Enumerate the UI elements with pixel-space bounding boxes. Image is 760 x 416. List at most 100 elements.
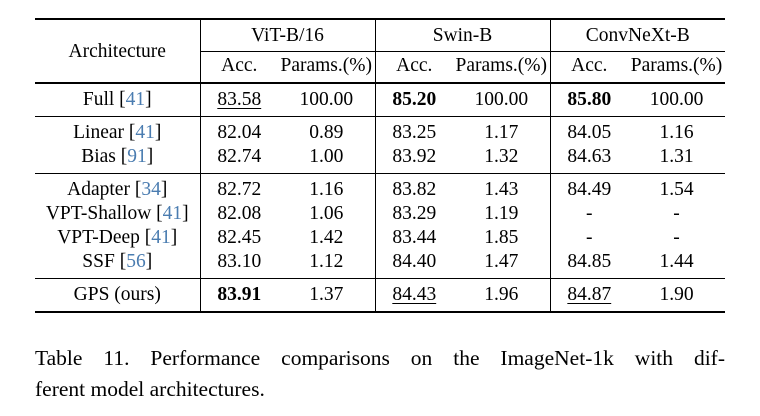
value-cell: 84.87 <box>549 278 629 312</box>
value-cell: 83.91 <box>199 278 278 312</box>
value-cell: - <box>628 202 725 226</box>
value-text: 83.44 <box>392 227 437 248</box>
value-cell: 1.12 <box>278 250 375 279</box>
method-cell: Full [41] <box>35 82 200 117</box>
value-cell: 84.40 <box>374 250 453 279</box>
citation-link[interactable]: 41 <box>162 203 183 224</box>
value-text: 83.92 <box>392 146 437 167</box>
value-cell: 100.00 <box>628 82 726 117</box>
value-text: 1.16 <box>659 122 694 143</box>
value-cell: 84.63 <box>549 145 629 174</box>
table-caption: Table 11. Performance comparisons on the… <box>35 343 725 405</box>
value-cell: - <box>549 202 629 226</box>
citation-link[interactable]: 41 <box>135 122 155 143</box>
method-label: Bias [ <box>81 146 128 167</box>
value-text: 83.58 <box>217 89 262 110</box>
value-cell: 85.80 <box>549 82 629 117</box>
value-text: 1.19 <box>484 203 519 224</box>
value-cell: 100.00 <box>453 82 551 117</box>
value-text: - <box>673 227 680 248</box>
value-cell: 1.16 <box>628 116 726 145</box>
value-text: 84.40 <box>392 251 437 272</box>
params-column-header: Params.(%) <box>630 55 723 76</box>
value-text: 1.06 <box>309 203 344 224</box>
value-cell: 1.47 <box>453 250 550 279</box>
value-text: 82.04 <box>217 122 262 143</box>
value-cell: 1.06 <box>278 202 375 226</box>
value-text: 1.12 <box>309 251 344 272</box>
value-text: 85.80 <box>567 89 612 110</box>
value-cell: 83.10 <box>199 250 278 279</box>
citation-link[interactable]: 41 <box>151 227 171 248</box>
value-text: 1.32 <box>484 146 519 167</box>
value-cell: 1.19 <box>453 202 550 226</box>
citation-link[interactable]: 41 <box>125 89 146 110</box>
value-cell: 82.72 <box>199 173 278 202</box>
value-cell: 83.44 <box>374 226 453 250</box>
value-text: 85.20 <box>392 89 437 110</box>
table-row: GPS (ours) 83.91 1.37 84.43 1.96 84.87 1.90 <box>35 278 726 312</box>
value-text: 1.00 <box>309 146 344 167</box>
value-text: 82.45 <box>217 227 262 248</box>
value-text: 0.89 <box>309 122 344 143</box>
citation-link[interactable]: 34 <box>141 179 161 200</box>
value-text: 1.85 <box>484 227 519 248</box>
value-cell: 84.85 <box>549 250 629 279</box>
value-text: - <box>673 203 680 224</box>
value-cell: 82.04 <box>199 116 278 145</box>
citation-bracket: ] <box>145 89 152 110</box>
table-row: Bias [91] 82.74 1.00 83.92 1.32 84.63 1.31 <box>35 145 725 174</box>
value-cell: 1.37 <box>278 278 375 312</box>
table-row: Full [41] 83.58 100.00 85.20 100.00 85.80 100.… <box>35 82 726 117</box>
method-label: SSF [ <box>82 251 127 272</box>
value-text: 100.00 <box>299 89 354 110</box>
citation-bracket: ] <box>145 251 153 272</box>
value-text: 83.82 <box>392 179 437 200</box>
value-text: 84.63 <box>567 146 612 167</box>
method-label: Full [ <box>82 89 126 110</box>
method-label: Adapter [ <box>67 179 142 200</box>
citation-link[interactable]: 91 <box>127 146 147 167</box>
value-text: 100.00 <box>474 89 529 110</box>
value-text: 1.96 <box>484 284 519 305</box>
caption-line: Table 11. Performance comparisons on the… <box>35 346 725 370</box>
value-text: 83.25 <box>392 122 437 143</box>
value-cell: 83.92 <box>374 145 453 174</box>
value-text: 82.08 <box>217 203 262 224</box>
caption-line: ferent model architectures. <box>35 377 265 401</box>
params-column-header: Params.(%) <box>280 55 372 76</box>
value-cell: 83.29 <box>374 202 453 226</box>
method-cell: Linear [41] <box>35 116 200 145</box>
value-cell: 1.00 <box>278 145 375 174</box>
value-cell: 1.17 <box>453 116 551 145</box>
value-cell: 1.85 <box>453 226 550 250</box>
method-cell: SSF [56] <box>35 250 200 279</box>
architecture-column-header: Architecture <box>68 40 166 62</box>
value-text: - <box>586 203 593 224</box>
value-text: 82.74 <box>217 146 262 167</box>
params-column-header: Params.(%) <box>455 55 548 76</box>
value-cell: 83.58 <box>199 82 278 117</box>
method-cell: Adapter [34] <box>35 173 200 202</box>
table-header-sub-row: Acc. Params.(%) Acc. Params.(%) Acc. Par… <box>35 51 725 83</box>
value-cell: 84.49 <box>549 173 629 202</box>
citation-link[interactable]: 56 <box>126 251 146 272</box>
value-text: 1.31 <box>659 146 694 167</box>
value-text: 1.90 <box>659 284 694 305</box>
table-row: VPT-Shallow [41] 82.08 1.06 83.29 1.19 - - <box>35 202 725 226</box>
value-cell: 1.31 <box>628 145 725 174</box>
value-cell: 82.08 <box>199 202 278 226</box>
value-cell: 82.74 <box>199 145 278 174</box>
value-text: 84.49 <box>567 179 612 200</box>
acc-column-header: Acc. <box>374 51 453 83</box>
value-text: 83.29 <box>392 203 437 224</box>
citation-bracket: ] <box>160 179 168 200</box>
value-cell: 85.20 <box>374 82 453 117</box>
group-header-swin-b: Swin-B <box>374 19 551 52</box>
method-cell: VPT-Deep [41] <box>35 226 200 250</box>
value-cell: 1.43 <box>453 173 551 202</box>
value-cell: 82.45 <box>199 226 278 250</box>
value-cell: 84.43 <box>374 278 453 312</box>
table-row: Linear [41] 82.04 0.89 83.25 1.17 84.05 1.16 <box>35 116 726 145</box>
value-cell: 0.89 <box>278 116 375 145</box>
